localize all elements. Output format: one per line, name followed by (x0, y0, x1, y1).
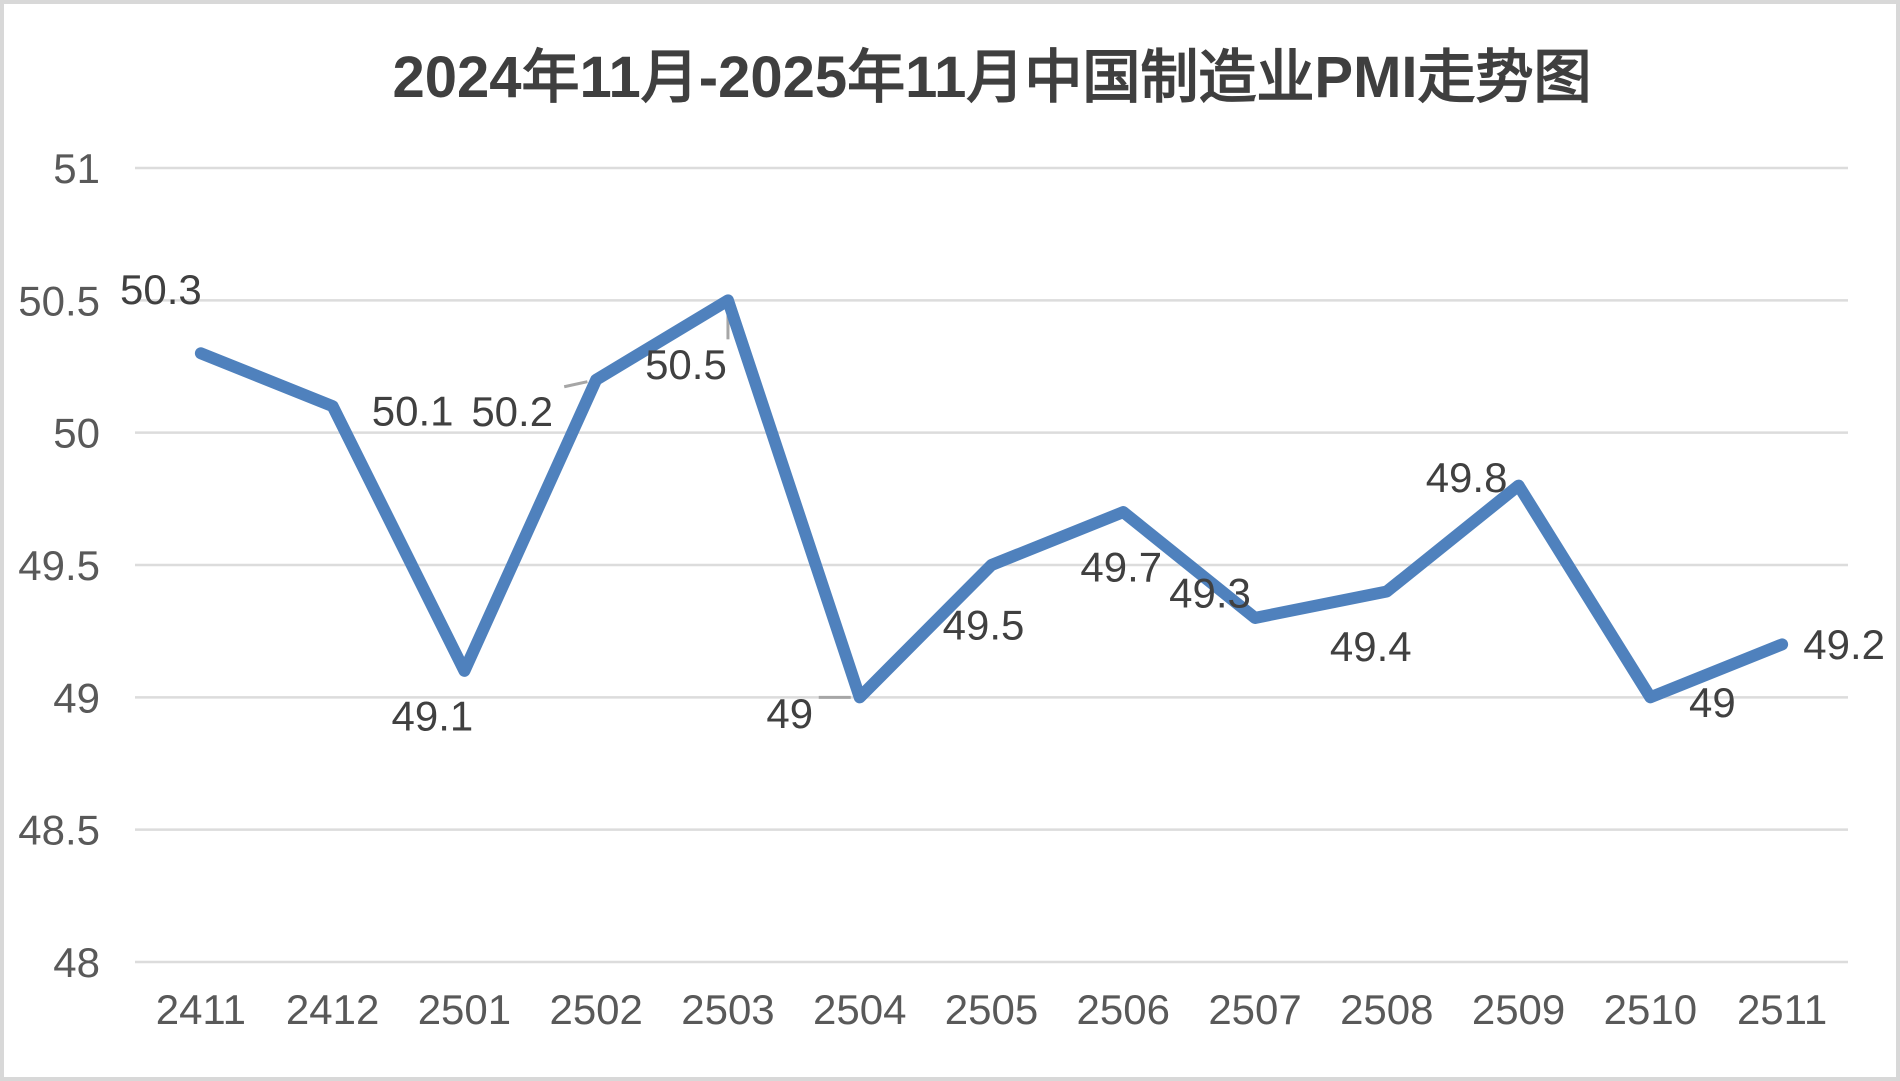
pmi-series-line (194, 294, 1789, 704)
x-tick-label: 2509 (1472, 986, 1565, 1033)
x-tick-label: 2505 (945, 986, 1038, 1033)
gridlines-group (135, 166, 1848, 964)
data-point-label: 50.1 (372, 388, 454, 435)
x-tick-label: 2510 (1604, 986, 1697, 1033)
data-point-label: 49.7 (1080, 544, 1162, 591)
x-tick-label: 2511 (1737, 986, 1827, 1033)
data-point-label: 50.3 (120, 266, 202, 313)
y-tick-label: 48 (53, 939, 100, 986)
data-point-label: 49.5 (943, 602, 1025, 649)
data-label-leader-line (563, 380, 588, 389)
y-tick-label: 49 (53, 674, 100, 721)
x-tick-label: 2503 (681, 986, 774, 1033)
x-tick-label: 2508 (1340, 986, 1433, 1033)
series-line-group (194, 294, 1789, 704)
x-axis-labels-group: 2411 2412 2501 2502 2503 2504 2505 2506 2507 2508… (156, 986, 1828, 1033)
x-tick-label: 2411 (156, 986, 246, 1033)
y-tick-label: 50 (53, 410, 100, 457)
data-point-label: 49.4 (1330, 623, 1412, 670)
data-point-label: 49.1 (392, 692, 474, 739)
x-tick-label: 2504 (813, 986, 906, 1033)
data-point-label: 49.2 (1803, 621, 1885, 668)
data-point-label: 49 (1689, 679, 1736, 726)
y-tick-label: 49.5 (18, 542, 100, 589)
data-labels-group: 50.3 50.1 49.1 50.2 50.5 49 49.5 49.749.3 49.4 49… (120, 266, 1885, 740)
y-tick-label: 48.5 (18, 807, 100, 854)
y-axis-labels-group: 48 48.5 49 49.5 50 50.5 51 (18, 145, 100, 986)
data-point-label: 49 (766, 690, 813, 737)
pmi-line-chart: 2024年11月-2025年11月中国制造业PMI走势图 48 48.5 49 49.… (18, 45, 1885, 1033)
x-tick-label: 2506 (1077, 986, 1170, 1033)
data-point-label: 49.3 (1169, 569, 1251, 616)
chart-title: 2024年11月-2025年11月中国制造业PMI走势图 (392, 45, 1591, 110)
data-point-label: 50.2 (471, 388, 553, 435)
data-point-label: 49.8 (1426, 454, 1508, 501)
x-tick-label: 2501 (418, 986, 511, 1033)
x-tick-label: 2412 (286, 986, 379, 1033)
y-tick-label: 51 (53, 145, 100, 192)
data-point-label: 50.5 (645, 341, 727, 388)
x-tick-label: 2507 (1208, 986, 1301, 1033)
x-tick-label: 2502 (549, 986, 642, 1033)
y-tick-label: 50.5 (18, 277, 100, 324)
